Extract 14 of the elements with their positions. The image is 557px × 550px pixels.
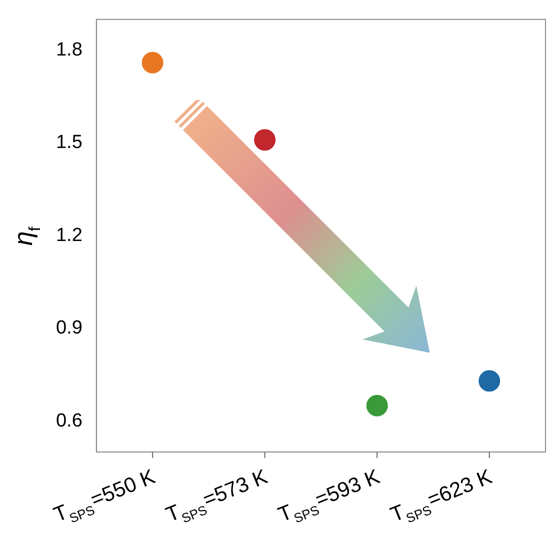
x-tick-label: TSPS=593 K (275, 465, 383, 527)
y-tick-label: 0.6 (56, 410, 82, 432)
point (142, 52, 164, 74)
point (254, 129, 276, 151)
x-tick-label: TSPS=550 K (50, 465, 158, 527)
y-axis-title: ηf (8, 226, 44, 246)
y-tick-label: 0.9 (56, 318, 82, 339)
point (366, 394, 388, 416)
y-tick-label: 1.2 (56, 224, 82, 246)
y-tick-label: 1.5 (56, 132, 82, 154)
y-tick-label: 1.8 (56, 40, 82, 61)
x-tick-label: TSPS=573 K (162, 465, 271, 527)
x-tick-label: TSPS=623 K (387, 465, 496, 527)
point (478, 370, 500, 392)
